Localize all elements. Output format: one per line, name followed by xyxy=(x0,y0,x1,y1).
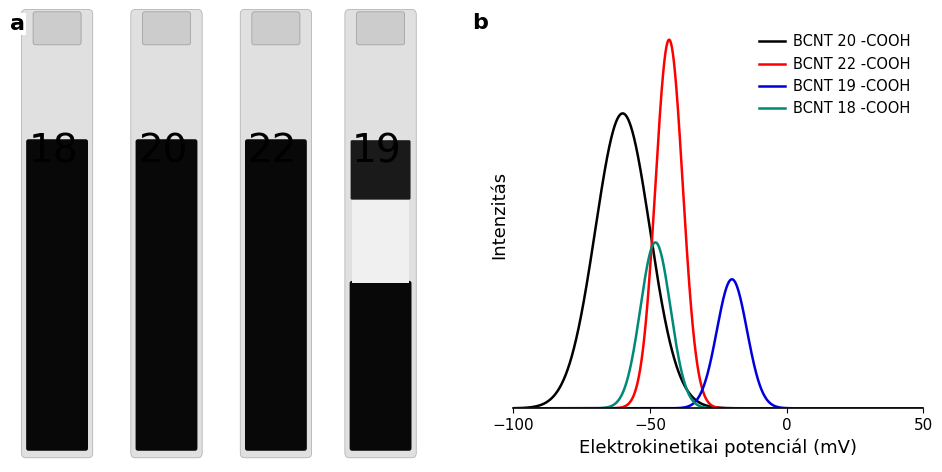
BCNT 18 -COOH xyxy=(578,405,590,411)
BCNT 20 -COOH xyxy=(617,110,628,116)
BCNT 19 -COOH xyxy=(665,405,676,411)
Line: BCNT 22 -COOH: BCNT 22 -COOH xyxy=(513,40,923,408)
Line: BCNT 20 -COOH: BCNT 20 -COOH xyxy=(513,113,923,408)
BCNT 22 -COOH xyxy=(918,405,929,411)
BCNT 20 -COOH xyxy=(910,405,921,411)
BCNT 18 -COOH xyxy=(555,405,566,411)
X-axis label: Elektrokinetikai potenciál (mV): Elektrokinetikai potenciál (mV) xyxy=(579,438,857,457)
FancyBboxPatch shape xyxy=(245,139,307,451)
BCNT 22 -COOH xyxy=(663,37,674,42)
FancyBboxPatch shape xyxy=(142,12,190,45)
Line: BCNT 18 -COOH: BCNT 18 -COOH xyxy=(513,243,923,408)
BCNT 19 -COOH xyxy=(555,405,566,411)
BCNT 22 -COOH xyxy=(508,405,519,411)
FancyBboxPatch shape xyxy=(345,9,416,458)
FancyBboxPatch shape xyxy=(33,12,81,45)
BCNT 22 -COOH xyxy=(866,405,877,411)
BCNT 20 -COOH xyxy=(918,405,929,411)
Y-axis label: Intenzitás: Intenzitás xyxy=(490,171,508,259)
FancyBboxPatch shape xyxy=(22,9,92,458)
BCNT 22 -COOH xyxy=(683,270,694,276)
FancyBboxPatch shape xyxy=(356,12,405,45)
FancyBboxPatch shape xyxy=(131,9,203,458)
Text: 18: 18 xyxy=(28,132,78,170)
BCNT 18 -COOH xyxy=(650,240,661,245)
BCNT 20 -COOH xyxy=(683,389,694,395)
Text: 19: 19 xyxy=(352,132,402,170)
BCNT 20 -COOH xyxy=(508,405,519,411)
BCNT 18 -COOH xyxy=(508,405,519,411)
BCNT 19 -COOH xyxy=(866,405,877,411)
Bar xyxy=(352,198,409,283)
BCNT 20 -COOH xyxy=(866,405,877,411)
BCNT 22 -COOH xyxy=(910,405,921,411)
FancyBboxPatch shape xyxy=(349,281,412,451)
BCNT 19 -COOH xyxy=(683,404,694,409)
BCNT 20 -COOH xyxy=(578,295,590,300)
BCNT 19 -COOH xyxy=(918,405,929,411)
BCNT 22 -COOH xyxy=(665,39,676,45)
FancyBboxPatch shape xyxy=(26,139,88,451)
BCNT 19 -COOH xyxy=(726,277,738,282)
BCNT 18 -COOH xyxy=(683,390,694,396)
Text: 22: 22 xyxy=(248,132,297,170)
Text: a: a xyxy=(9,14,24,34)
BCNT 18 -COOH xyxy=(910,405,921,411)
BCNT 19 -COOH xyxy=(578,405,590,411)
BCNT 19 -COOH xyxy=(508,405,519,411)
FancyBboxPatch shape xyxy=(252,12,300,45)
BCNT 20 -COOH xyxy=(555,384,566,390)
Text: b: b xyxy=(473,14,488,34)
BCNT 18 -COOH xyxy=(918,405,929,411)
BCNT 18 -COOH xyxy=(866,405,877,411)
FancyBboxPatch shape xyxy=(350,140,411,200)
Legend: BCNT 20 -COOH, BCNT 22 -COOH, BCNT 19 -COOH, BCNT 18 -COOH: BCNT 20 -COOH, BCNT 22 -COOH, BCNT 19 -C… xyxy=(754,28,916,122)
Line: BCNT 19 -COOH: BCNT 19 -COOH xyxy=(513,279,923,408)
BCNT 19 -COOH xyxy=(910,405,921,411)
Text: 20: 20 xyxy=(138,132,187,170)
BCNT 22 -COOH xyxy=(555,405,566,411)
BCNT 22 -COOH xyxy=(578,405,590,411)
BCNT 18 -COOH xyxy=(665,306,676,312)
FancyBboxPatch shape xyxy=(136,139,198,451)
BCNT 20 -COOH xyxy=(665,343,676,348)
FancyBboxPatch shape xyxy=(240,9,312,458)
